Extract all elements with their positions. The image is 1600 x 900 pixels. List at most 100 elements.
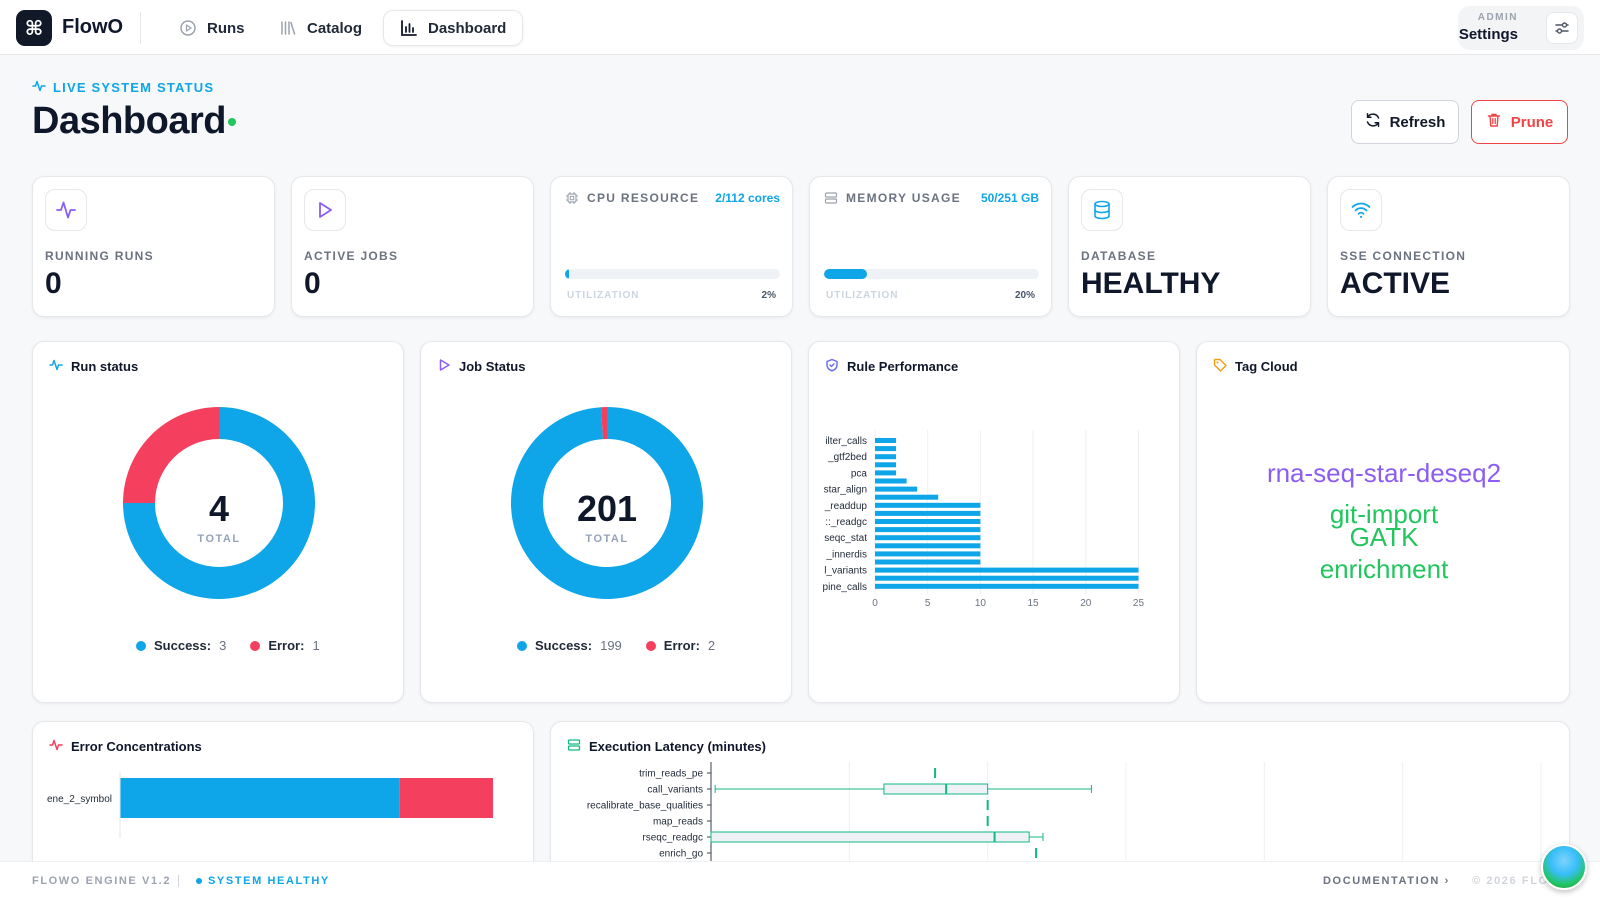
bar xyxy=(875,527,981,533)
y-tick-label: ene_2_symbol xyxy=(47,794,112,805)
panel-title: Error Concentrations xyxy=(49,738,202,755)
execution-latency-boxplot: trim_reads_pe call_variants recalibrate_ba… xyxy=(587,762,1542,872)
stat-value: 0 xyxy=(45,267,62,300)
y-tick-label: pca xyxy=(851,468,868,479)
system-health-status: SYSTEM HEALTHY xyxy=(196,875,330,887)
resource-label: MEMORY USAGE xyxy=(846,191,961,205)
bar xyxy=(875,519,981,524)
server-icon xyxy=(567,738,581,755)
bar xyxy=(875,446,897,452)
job-status-donut-chart: 201 TOTAL xyxy=(511,407,703,599)
error-concentrations-panel: Error Concentrations ene_2_symbol xyxy=(32,721,534,881)
tag-cloud-item[interactable]: git-import xyxy=(1329,499,1439,529)
footer-divider xyxy=(178,875,179,887)
bar xyxy=(875,470,897,476)
tag-cloud-item[interactable]: enrichment xyxy=(1319,554,1449,584)
resource-label: CPU RESOURCE xyxy=(587,191,700,205)
run-status-panel: Run status 4 TOTAL Success: 3 Error: 1 xyxy=(32,341,404,703)
rule-performance-panel: Rule Performance 0 5 10 15 20 25 ilter_calls _g… xyxy=(808,341,1180,703)
prune-button[interactable]: Prune xyxy=(1471,100,1568,144)
live-indicator-dot xyxy=(228,118,236,126)
nav-item-dashboard[interactable]: Dashboard xyxy=(383,10,524,46)
library-icon xyxy=(279,19,297,37)
y-tick-label: l_variants xyxy=(824,566,867,577)
legend-item-success[interactable]: Success: 3 xyxy=(136,638,226,653)
activity-icon xyxy=(49,358,63,375)
bar xyxy=(875,438,897,443)
tag-cloud-item[interactable]: rna-seq-star-deseq2 xyxy=(1266,458,1502,488)
donut-slices xyxy=(511,407,703,599)
app-name[interactable]: FlowO xyxy=(62,16,124,38)
y-tick-label: map_reads xyxy=(653,817,703,828)
stat-label: ACTIVE JOBS xyxy=(304,249,399,263)
user-avatar[interactable] xyxy=(1541,844,1587,890)
legend-item-success[interactable]: Success: 199 xyxy=(517,638,622,653)
execution-latency-panel: Execution Latency (minutes) trim_reads_p… xyxy=(550,721,1570,881)
y-tick-label: star_align xyxy=(824,485,867,496)
shield-icon xyxy=(825,358,839,375)
y-tick-label: _readdup xyxy=(824,501,868,512)
top-navigation-bar: ⌘ FlowO Runs Catalog Dashboard ADMIN Set… xyxy=(0,0,1600,55)
utilization-percent: 20% xyxy=(1014,290,1035,301)
app-logo-icon[interactable]: ⌘ xyxy=(16,10,52,46)
stacked-bar-segment xyxy=(399,778,493,818)
bar xyxy=(875,454,897,460)
cpu-icon xyxy=(566,192,578,204)
x-tick-label: 5 xyxy=(925,598,931,609)
stat-card-database: DATABASE HEALTHY xyxy=(1068,176,1311,317)
donut-total-label: TOTAL xyxy=(585,533,628,545)
legend-item-error[interactable]: Error: 2 xyxy=(645,638,715,653)
donut-slices xyxy=(123,407,315,599)
resource-value: 2/112 cores xyxy=(715,191,780,205)
x-tick-label: 0 xyxy=(872,598,878,609)
stat-value: ACTIVE xyxy=(1340,267,1451,300)
nav-item-label: Runs xyxy=(207,19,245,37)
tag-cloud-item[interactable]: GATK xyxy=(1349,522,1419,552)
stat-value: 0 xyxy=(304,267,321,300)
stat-card-running-runs: RUNNING RUNS 0 xyxy=(32,176,275,317)
run-status-legend: Success: 3 Error: 1 xyxy=(136,638,320,653)
utilization-label: UTILIZATION xyxy=(826,290,899,301)
cpu-progress-bar xyxy=(565,269,780,279)
legend-item-error[interactable]: Error: 1 xyxy=(250,638,320,653)
bar xyxy=(875,486,918,492)
memory-progress-bar xyxy=(824,269,1039,279)
bar xyxy=(875,462,897,468)
donut-total-value: 201 xyxy=(577,488,637,529)
x-tick-label: 20 xyxy=(1080,598,1092,609)
server-icon xyxy=(824,192,838,204)
refresh-button[interactable]: Refresh xyxy=(1351,100,1459,144)
donut-total-value: 4 xyxy=(209,488,229,529)
engine-version: FLOWO ENGINE V1.2 xyxy=(32,875,172,887)
tag-icon xyxy=(1213,358,1227,375)
activity-icon xyxy=(32,79,46,96)
nav-item-label: Catalog xyxy=(307,19,363,37)
donut-slice-success xyxy=(123,407,315,599)
documentation-link[interactable]: DOCUMENTATION › xyxy=(1323,875,1450,887)
utilization-percent: 2% xyxy=(761,290,776,301)
nav-item-catalog[interactable]: Catalog xyxy=(263,10,378,46)
settings-menu[interactable]: ADMIN Settings xyxy=(1458,6,1584,50)
bar xyxy=(875,559,981,565)
donut-slice-success xyxy=(511,407,703,599)
bar xyxy=(875,583,1139,589)
bar xyxy=(875,478,907,484)
stat-value: HEALTHY xyxy=(1081,267,1221,300)
nav-item-label: Dashboard xyxy=(428,19,507,37)
panel-title: Job Status xyxy=(437,358,525,375)
nav-item-runs[interactable]: Runs xyxy=(163,10,261,46)
refresh-icon xyxy=(1365,112,1381,132)
y-tick-label: recalibrate_base_qualities xyxy=(587,801,703,812)
activity-icon xyxy=(45,189,87,231)
trash-icon xyxy=(1486,112,1502,132)
box xyxy=(710,831,1030,843)
panel-title: Run status xyxy=(49,358,138,375)
utilization-label: UTILIZATION xyxy=(567,290,640,301)
sliders-icon[interactable] xyxy=(1546,12,1578,44)
x-tick-label: 15 xyxy=(1028,598,1040,609)
settings-label: Settings xyxy=(1458,26,1518,43)
panel-title: Execution Latency (minutes) xyxy=(567,738,766,755)
live-status-label: LIVE SYSTEM STATUS xyxy=(32,79,214,96)
y-tick-label: seqc_stat xyxy=(824,533,867,544)
